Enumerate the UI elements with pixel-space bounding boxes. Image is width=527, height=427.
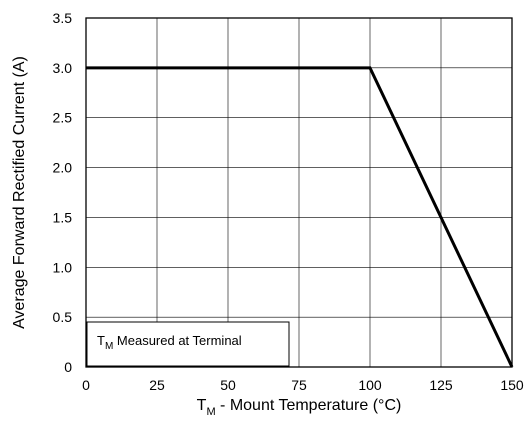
grid-lines xyxy=(86,18,512,367)
annotation-main: T xyxy=(97,333,105,348)
annotation-sub: M xyxy=(105,341,113,352)
series-line xyxy=(86,66,514,368)
y-tick-label: 1.0 xyxy=(53,259,73,275)
plot-frame xyxy=(85,17,513,368)
annotation-frame xyxy=(86,321,290,367)
x-tick-label: 25 xyxy=(149,377,165,393)
y-tick-label: 2.0 xyxy=(53,160,73,176)
x-axis-label-sub: M xyxy=(206,406,215,418)
x-tick-label: 125 xyxy=(429,377,453,393)
annotation-rest: Measured at Terminal xyxy=(113,333,241,348)
x-tick-labels: 0 25 50 75 100 125 150 xyxy=(82,377,524,393)
y-tick-label: 2.5 xyxy=(53,110,73,126)
y-axis-label: Average Forward Rectified Current (A) xyxy=(11,56,28,329)
y-tick-label: 3.5 xyxy=(53,10,73,26)
y-tick-label: 0.5 xyxy=(53,309,73,325)
x-tick-label: 75 xyxy=(291,377,307,393)
x-axis-label-main: T xyxy=(197,397,207,414)
x-tick-label: 50 xyxy=(220,377,236,393)
annotation-text: TM Measured at Terminal xyxy=(97,333,242,352)
y-tick-label: 3.0 xyxy=(53,60,73,76)
x-tick-label: 150 xyxy=(500,377,524,393)
x-axis-label: TM - Mount Temperature (°C) xyxy=(197,397,402,418)
x-axis-label-rest: - Mount Temperature (°C) xyxy=(216,397,402,414)
y-tick-labels: 0 0.5 1.0 1.5 2.0 2.5 3.0 3.5 xyxy=(53,10,73,375)
y-tick-label: 1.5 xyxy=(53,209,73,225)
x-tick-label: 100 xyxy=(358,377,382,393)
x-tick-label: 0 xyxy=(82,377,90,393)
annotation-box: TM Measured at Terminal xyxy=(86,321,290,367)
series-group xyxy=(86,66,514,368)
y-tick-label: 0 xyxy=(64,359,72,375)
